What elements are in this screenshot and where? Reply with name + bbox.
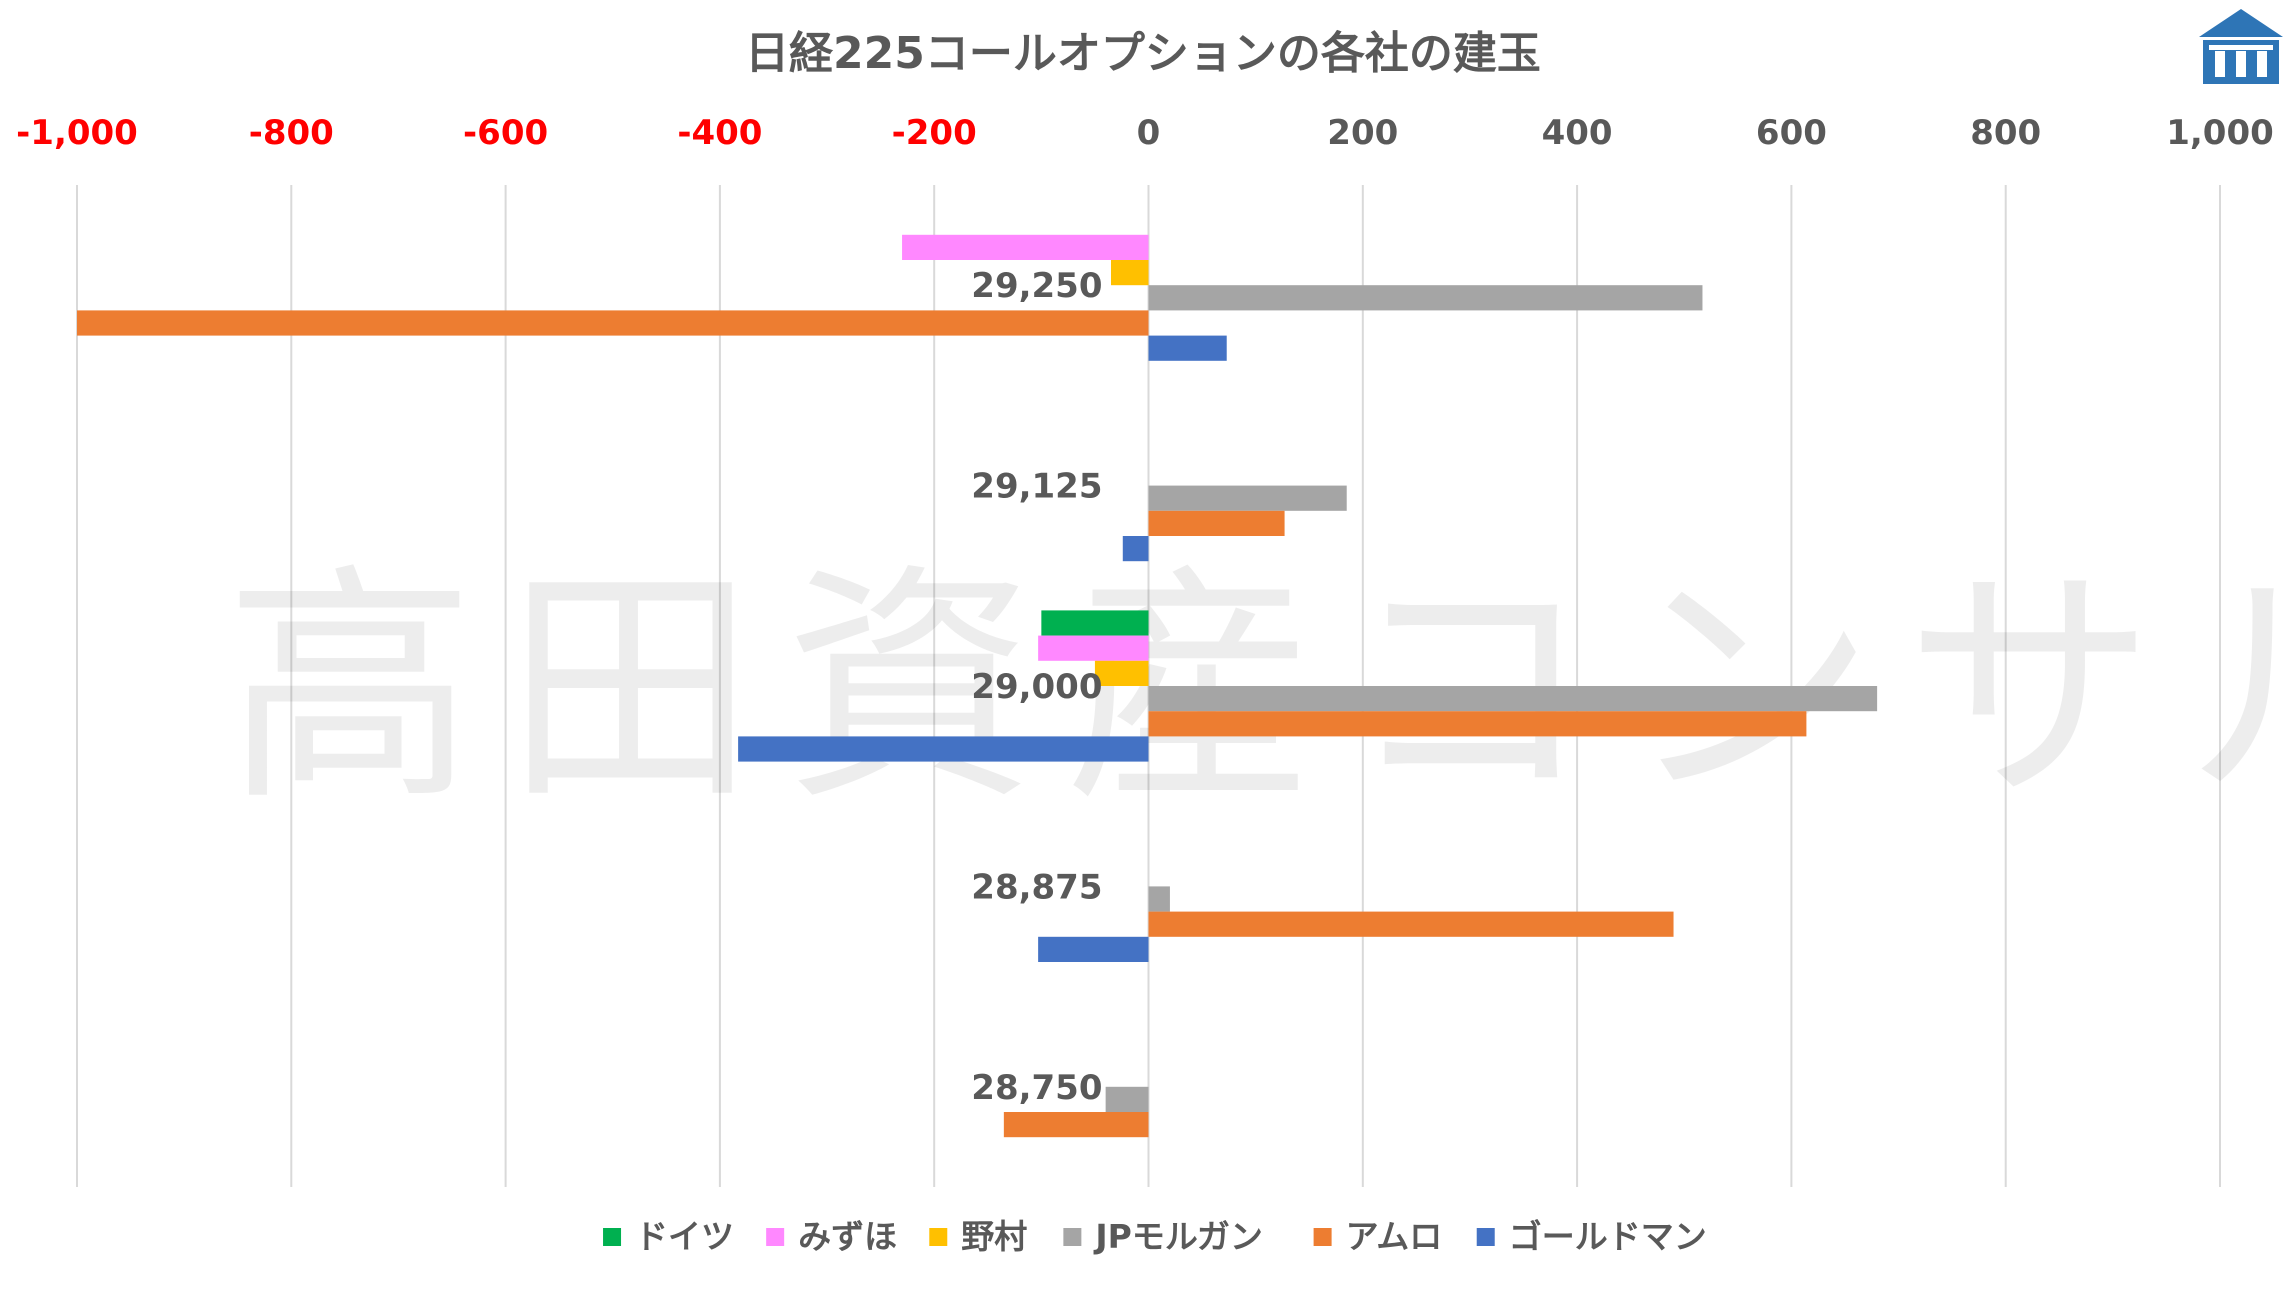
category-label-0: 29,250 bbox=[971, 266, 1102, 306]
legend-swatch-4 bbox=[1313, 1228, 1332, 1246]
bar-5-3 bbox=[1038, 936, 1149, 962]
x-tick-label-2: -600 bbox=[463, 113, 548, 153]
bar-3-2 bbox=[1148, 686, 1878, 712]
x-tick-label-1: -800 bbox=[249, 113, 334, 153]
legend-swatch-0 bbox=[603, 1228, 622, 1246]
legend-label-5: ゴールドマン bbox=[1509, 1217, 1707, 1256]
bar-3-0 bbox=[1148, 285, 1703, 311]
x-tick-label-9: 800 bbox=[1970, 113, 2041, 153]
x-tick-label-4: -200 bbox=[892, 113, 977, 153]
bar-1-2 bbox=[1038, 635, 1149, 661]
x-tick-label-7: 400 bbox=[1542, 113, 1613, 153]
x-tick-label-0: -1,000 bbox=[16, 113, 138, 153]
x-tick-label-10: 1,000 bbox=[2166, 113, 2274, 153]
bar-3-4 bbox=[1105, 1086, 1149, 1112]
category-labels: 29,250 29,125 29,000 28,875 28,750 bbox=[971, 266, 1102, 1108]
chart-title: 日経225コールオプションの各社の建玉 bbox=[745, 28, 1541, 79]
logo-icon bbox=[2199, 9, 2283, 84]
x-tick-label-6: 200 bbox=[1327, 113, 1398, 153]
x-tick-label-3: -400 bbox=[677, 113, 762, 153]
bar-4-4 bbox=[1003, 1112, 1149, 1138]
bar-0-2 bbox=[1041, 610, 1149, 636]
bar-4-3 bbox=[1148, 911, 1674, 937]
bar-1-0 bbox=[902, 234, 1149, 260]
bar-3-1 bbox=[1148, 485, 1347, 511]
bar-3-3 bbox=[1148, 886, 1170, 912]
bar-4-1 bbox=[1148, 510, 1285, 536]
legend-swatch-2 bbox=[929, 1228, 948, 1246]
legend-swatch-5 bbox=[1476, 1228, 1495, 1246]
legend-label-3: JPモルガン bbox=[1093, 1217, 1262, 1256]
bar-5-0 bbox=[1148, 335, 1227, 361]
legend-label-4: アムロ bbox=[1346, 1217, 1443, 1256]
x-tick-label-5: 0 bbox=[1137, 113, 1161, 153]
category-label-1: 29,125 bbox=[971, 467, 1102, 507]
bar-4-2 bbox=[1148, 711, 1807, 737]
bar-4-0 bbox=[77, 310, 1149, 336]
legend-label-0: ドイツ bbox=[635, 1217, 734, 1256]
legend-swatch-3 bbox=[1063, 1228, 1082, 1246]
legend-label-1: みずほ bbox=[798, 1217, 897, 1256]
bar-layer bbox=[77, 234, 1878, 1138]
bar-5-1 bbox=[1122, 536, 1149, 562]
logo-roof bbox=[2199, 9, 2283, 37]
legend-swatch-1 bbox=[766, 1228, 785, 1246]
category-label-2: 29,000 bbox=[971, 667, 1102, 707]
bar-5-2 bbox=[738, 736, 1149, 762]
x-tick-label-8: 600 bbox=[1756, 113, 1827, 153]
category-label-3: 28,875 bbox=[971, 867, 1102, 907]
legend: ドイツ みずほ 野村 JPモルガン アムロ ゴールドマン bbox=[603, 1217, 1707, 1256]
bar-2-2 bbox=[1094, 660, 1149, 686]
legend-label-2: 野村 bbox=[961, 1217, 1027, 1256]
x-axis-ticks: -1,000 -800 -600 -400 -200 0 200 400 600 800 1,000 bbox=[16, 113, 2274, 153]
category-label-4: 28,750 bbox=[971, 1068, 1102, 1108]
bar-2-0 bbox=[1110, 260, 1149, 286]
